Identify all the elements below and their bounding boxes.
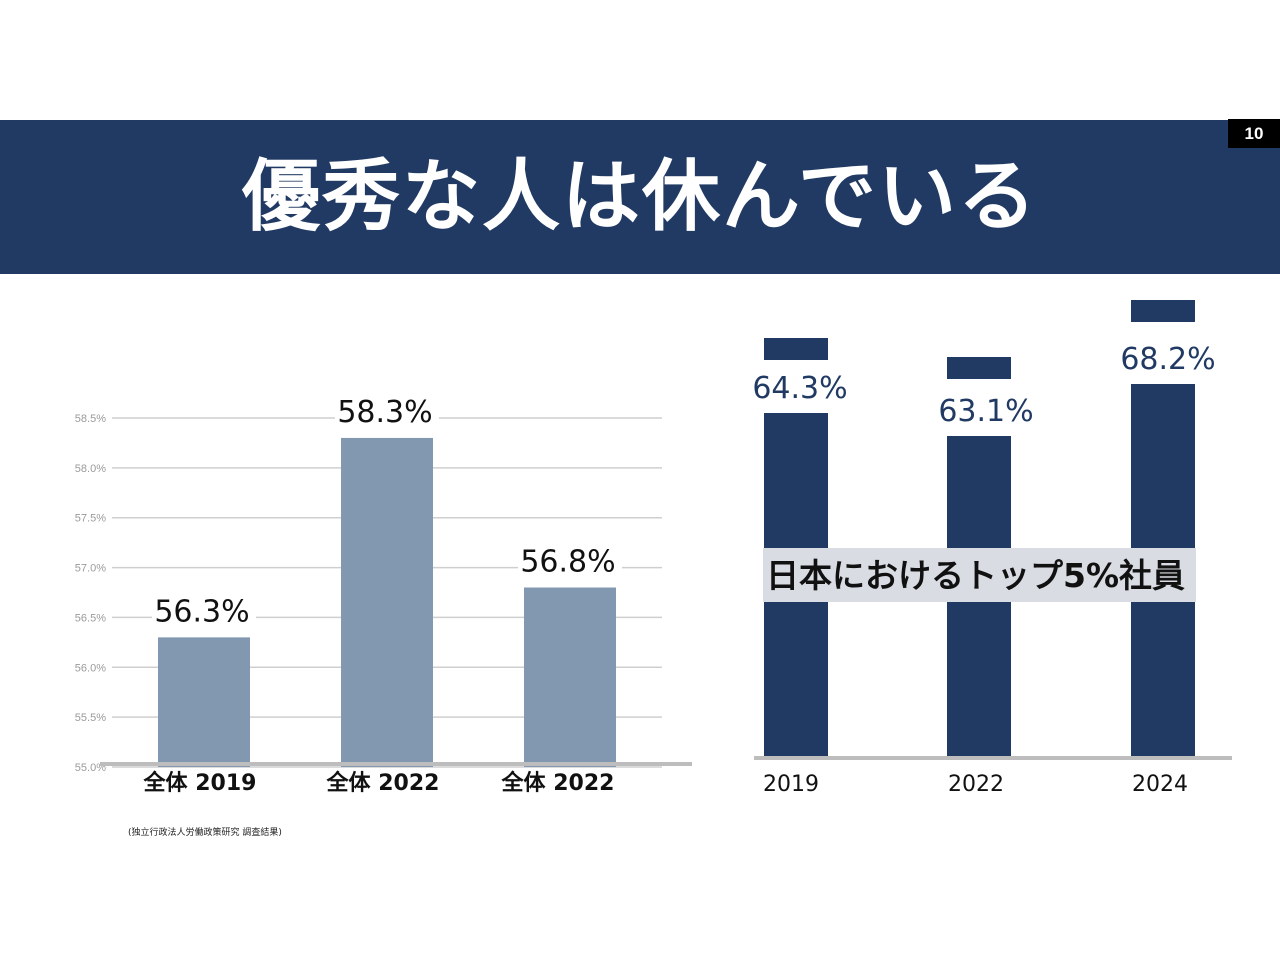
bar <box>341 437 433 767</box>
y-tick-label: 57.0% <box>75 563 106 575</box>
bar-cap <box>947 357 1011 379</box>
bar <box>524 587 616 767</box>
right-bar-chart: 64.3% 63.1% 68.2% 日本におけるトップ5%社員 2019 2022 2024 <box>752 300 1232 797</box>
data-label: 68.2% <box>1120 342 1215 377</box>
y-tick-label: 56.0% <box>75 662 106 674</box>
data-label: 56.3% <box>154 594 249 629</box>
bar-cap <box>764 338 828 360</box>
x-tick-label: 2022 <box>948 772 1004 797</box>
y-tick-label: 55.0% <box>75 762 106 774</box>
data-label-bg <box>518 545 622 580</box>
slide-title: 優秀な人は休んでいる <box>241 152 1039 242</box>
y-tick-label: 57.5% <box>75 513 106 525</box>
data-label: 58.3% <box>337 395 432 430</box>
x-tick-label: 2024 <box>1132 772 1188 797</box>
y-tick-label: 58.0% <box>75 463 106 475</box>
y-tick-label: 55.5% <box>75 712 106 724</box>
data-label: 56.8% <box>520 545 615 580</box>
y-tick-label: 58.5% <box>75 413 106 425</box>
page-number: 10 <box>1228 119 1280 148</box>
data-label-bg <box>335 395 439 430</box>
bar-cap <box>1131 300 1195 322</box>
x-tick-label: 2019 <box>763 772 819 797</box>
x-tick-label: 全体 2022 <box>501 770 615 796</box>
overlay-label: 日本におけるトップ5%社員 <box>766 556 1185 595</box>
data-label-bg <box>152 595 256 630</box>
left-bar-chart: 55.0% 55.5% 56.0% 56.5% 57.0% 57.5% 58.0% 58.5%… <box>75 395 692 796</box>
source-note: (独立行政法人労働政策研究 調査結果) <box>128 828 282 838</box>
data-label: 64.3% <box>752 371 847 406</box>
x-tick-label: 全体 2019 <box>143 770 257 796</box>
x-tick-label: 全体 2022 <box>326 770 440 796</box>
data-label: 63.1% <box>938 394 1033 429</box>
y-tick-label: 56.5% <box>75 612 106 624</box>
title-banner <box>0 120 1228 274</box>
bar <box>158 637 250 767</box>
overlay-band <box>763 548 1196 602</box>
title-banner-extension <box>1228 148 1280 274</box>
